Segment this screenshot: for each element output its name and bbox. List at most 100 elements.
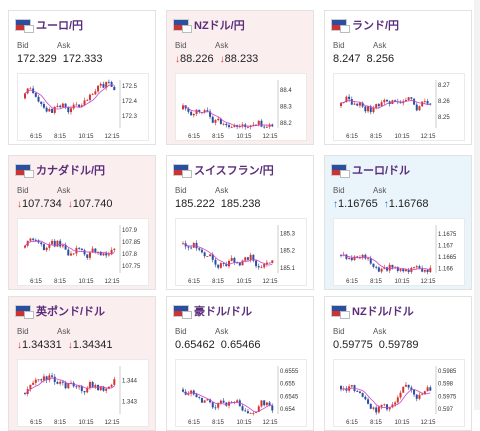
y-tick-label: 0.5985	[438, 369, 457, 375]
candlestick-chart[interactable]: 185.3 185.2 185.1 6:15 8:15 10:15 12:15	[175, 218, 307, 286]
candlestick-chart[interactable]: 0.5985 0.598 0.5975 0.597 6:15 8:15 10:15 12:15	[333, 359, 465, 427]
bid-price: 0.59775	[333, 339, 373, 351]
pair-name[interactable]: ユーロ/ドル	[352, 165, 411, 177]
pair-name[interactable]: カナダドル/円	[36, 165, 106, 177]
scrollbar[interactable]	[474, 0, 480, 410]
candlestick-chart[interactable]: 1.344 1.343 6:15 8:15 10:15 12:15	[17, 359, 149, 427]
candle-body	[113, 248, 116, 250]
pair-name[interactable]: スイスフラン/円	[194, 165, 274, 177]
chart-svg: 1.1675 1.167 1.1665 1.166 6:15 8:15 10:15 12:15	[340, 225, 457, 285]
candle-body	[24, 93, 26, 99]
pair-name[interactable]: NZドル/ドル	[352, 306, 414, 318]
currency-pair-title[interactable]: ユーロ/ドル	[331, 162, 410, 178]
candle-body	[107, 81, 110, 83]
arrow-down-icon: ↓	[175, 54, 180, 65]
candle-body	[51, 375, 54, 377]
bid-ask-labels: Bid Ask	[333, 41, 413, 50]
rate-card-gbp-usd[interactable]: 英ポンド/ドル Bid Ask ↓1.34331 ↓1.34341 1.344 1.343 6…	[8, 296, 156, 431]
candle-body	[211, 402, 214, 408]
candle-body	[206, 399, 209, 401]
candle-body	[375, 266, 378, 268]
ask-label: Ask	[373, 41, 387, 50]
arrow-down-icon: ↓	[17, 340, 22, 351]
candle-body	[209, 254, 212, 257]
y-tick-label: 107.8	[122, 252, 138, 258]
x-tick-label: 10:15	[236, 279, 252, 285]
currency-pair-title[interactable]: ランド/円	[331, 17, 399, 33]
ask-price-value: 0.59789	[378, 339, 419, 351]
currency-pair-title[interactable]: カナダドル/円	[15, 162, 105, 178]
candle-body	[53, 376, 56, 383]
x-tick-label: 12:15	[420, 134, 436, 140]
candle-body	[369, 403, 372, 409]
candle-body	[51, 240, 54, 245]
candle-body	[105, 253, 108, 256]
bid-label: Bid	[175, 41, 187, 50]
rate-card-chf-jpy[interactable]: スイスフラン/円 Bid Ask 185.222 185.238 185.3 185.2 18…	[166, 155, 314, 290]
candle-body	[426, 387, 429, 392]
candle-body	[260, 400, 263, 407]
candle-body	[353, 103, 356, 105]
candlestick-chart[interactable]: 0.6555 0.655 0.6545 0.654 6:15 8:15 10:15 12:15	[175, 359, 307, 427]
candle-body	[102, 83, 105, 88]
candlestick-chart[interactable]: 8.27 8.26 8.25 6:15 8:15 10:15 12:15	[333, 73, 465, 141]
candle-body	[86, 254, 89, 258]
candle-body	[340, 386, 342, 390]
candle-body	[88, 94, 91, 101]
pair-name[interactable]: NZドル/円	[194, 20, 245, 32]
bid-price-value: 0.65462	[175, 339, 215, 351]
candle-body	[80, 248, 83, 251]
bid-price: ↓107.734	[17, 198, 62, 210]
candle-body	[410, 97, 413, 99]
rate-card-eur-jpy[interactable]: ユーロ/円 Bid Ask 172.329 172.333 172.5 172.4 172.3…	[8, 10, 156, 145]
candle-body	[37, 96, 40, 102]
candle-body	[380, 102, 383, 107]
currency-pair-title[interactable]: 英ポンド/ドル	[15, 303, 105, 319]
candle-body	[45, 376, 48, 381]
currency-pair-title[interactable]: 豪ドル/ドル	[173, 303, 252, 319]
candle-body	[426, 269, 429, 273]
y-tick-label: 172.4	[122, 99, 138, 105]
candle-body	[429, 387, 432, 391]
candle-body	[356, 256, 359, 258]
rate-card-cad-jpy[interactable]: カナダドル/円 Bid Ask ↓107.734 ↓107.740 107.9 107.85…	[8, 155, 156, 290]
candle-body	[40, 242, 43, 245]
currency-pair-title[interactable]: ユーロ/円	[15, 17, 83, 33]
candle-body	[102, 253, 105, 256]
currency-pair-title[interactable]: NZドル/ドル	[331, 303, 414, 319]
pair-name[interactable]: 英ポンド/ドル	[36, 306, 106, 318]
candle-body	[415, 104, 418, 111]
bid-label: Bid	[17, 41, 29, 50]
candle-body	[260, 267, 263, 269]
x-tick-label: 12:15	[262, 420, 278, 426]
currency-pair-title[interactable]: NZドル/円	[173, 17, 245, 33]
candle-body	[209, 399, 212, 403]
candle-body	[91, 382, 94, 387]
rate-card-aud-usd[interactable]: 豪ドル/ドル Bid Ask 0.65462 0.65466 0.6555 0.655 0.6…	[166, 296, 314, 431]
candle-body	[222, 400, 225, 403]
candlestick-chart[interactable]: 1.1675 1.167 1.1665 1.166 6:15 8:15 10:15 12:15	[333, 218, 465, 286]
candle-body	[236, 262, 239, 264]
y-tick-label: 0.6555	[280, 369, 299, 375]
candle-body	[429, 267, 432, 273]
candle-body	[61, 103, 64, 108]
candlestick-chart[interactable]: 172.5 172.4 172.3 6:15 8:15 10:15 12:15	[17, 73, 149, 141]
y-tick-label: 1.1675	[438, 232, 457, 238]
candle-body	[182, 389, 184, 392]
currency-pair-title[interactable]: スイスフラン/円	[173, 162, 274, 178]
ask-price: 0.65466	[221, 339, 261, 351]
candle-body	[233, 125, 236, 128]
candlestick-chart[interactable]: 107.9 107.85 107.8 107.75 6:15 8:15 10:15 12:15	[17, 218, 149, 286]
pair-name[interactable]: ユーロ/円	[36, 20, 84, 32]
pair-name[interactable]: 豪ドル/ドル	[194, 306, 253, 318]
rate-card-nzd-jpy[interactable]: NZドル/円 Bid Ask ↓88.226 ↓88.233 88.4 88.3 88.2 6:…	[166, 10, 314, 145]
moving-average-line	[340, 387, 431, 408]
rate-card-zar-jpy[interactable]: ランド/円 Bid Ask 8.247 8.256 8.27 8.26 8.25 6:15 8:1…	[324, 10, 472, 145]
rate-card-eur-usd[interactable]: ユーロ/ドル Bid Ask ↑1.16765 ↑1.16768 1.1675 1.167 1…	[324, 155, 472, 290]
x-tick-label: 10:15	[78, 420, 94, 426]
candlestick-chart[interactable]: 88.4 88.3 88.2 6:15 8:15 10:15 12:15	[175, 73, 307, 141]
candle-body	[252, 124, 255, 126]
rate-card-nzd-usd[interactable]: NZドル/ドル Bid Ask 0.59775 0.59789 0.5985 0.598 0.…	[324, 296, 472, 431]
pair-name[interactable]: ランド/円	[352, 20, 400, 32]
candle-body	[61, 381, 64, 383]
